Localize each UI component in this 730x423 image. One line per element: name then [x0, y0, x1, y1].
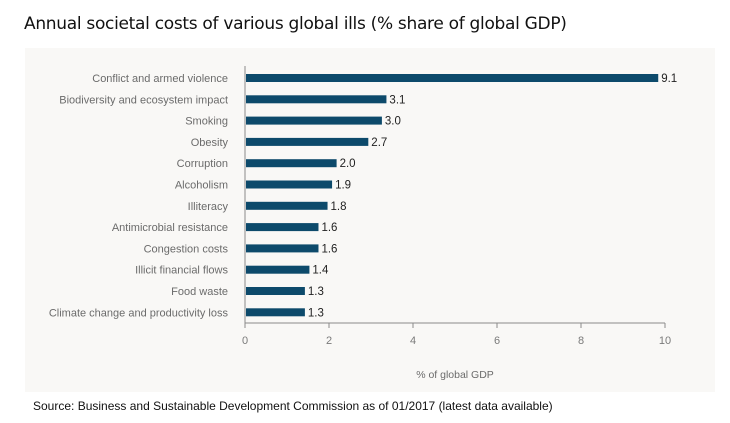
bar	[246, 137, 369, 146]
x-axis-title: % of global GDP	[416, 369, 494, 381]
x-tick-label: 8	[578, 335, 584, 347]
bar	[246, 265, 310, 274]
x-tick-label: 0	[242, 335, 248, 347]
value-label: 9.1	[661, 73, 677, 85]
x-tick-label: 6	[494, 335, 500, 347]
bar	[246, 95, 387, 104]
bar	[246, 244, 319, 253]
value-label: 1.3	[308, 286, 324, 298]
value-label: 1.9	[335, 180, 351, 192]
category-label: Illicit financial flows	[135, 265, 228, 277]
bar	[246, 287, 305, 295]
category-label: Climate change and productivity loss	[49, 307, 229, 319]
bar	[246, 180, 333, 189]
value-label: 1.3	[308, 307, 324, 319]
category-label: Food waste	[171, 286, 228, 298]
category-label: Corruption	[177, 158, 228, 170]
value-label: 1.6	[321, 222, 337, 234]
value-label: 2.0	[340, 158, 356, 170]
bar	[246, 223, 319, 232]
value-label: 1.4	[312, 265, 329, 277]
bar	[246, 74, 659, 82]
category-label: Alcoholism	[175, 180, 228, 192]
x-tick-label: 4	[410, 335, 416, 347]
category-label: Biodiversity and ecosystem impact	[59, 94, 228, 106]
bar	[246, 159, 337, 168]
x-tick-label: 2	[326, 335, 332, 347]
value-label: 2.7	[371, 137, 387, 149]
value-label: 1.8	[331, 201, 347, 213]
bar	[246, 201, 328, 210]
category-label: Smoking	[185, 116, 228, 128]
bars-group: Conflict and armed violence 9.1 Biodiversi…	[49, 73, 677, 319]
category-label: Obesity	[191, 137, 229, 149]
x-tick-label: 10	[659, 335, 671, 347]
category-label: Conflict and armed violence	[92, 73, 228, 85]
value-label: 1.6	[321, 243, 337, 255]
chart-panel	[25, 48, 715, 392]
value-label: 3.1	[389, 94, 405, 106]
category-label: Congestion costs	[144, 243, 229, 255]
chart-title: Annual societal costs of various global …	[24, 14, 567, 34]
bar	[246, 308, 305, 317]
category-label: Antimicrobial resistance	[112, 222, 228, 234]
bar	[246, 116, 382, 125]
category-label: Illiteracy	[188, 201, 229, 213]
x-axis: 0 2 4 6 8 10	[242, 66, 671, 347]
source-note: Source: Business and Sustainable Develop…	[33, 399, 553, 413]
value-label: 3.0	[385, 116, 401, 128]
